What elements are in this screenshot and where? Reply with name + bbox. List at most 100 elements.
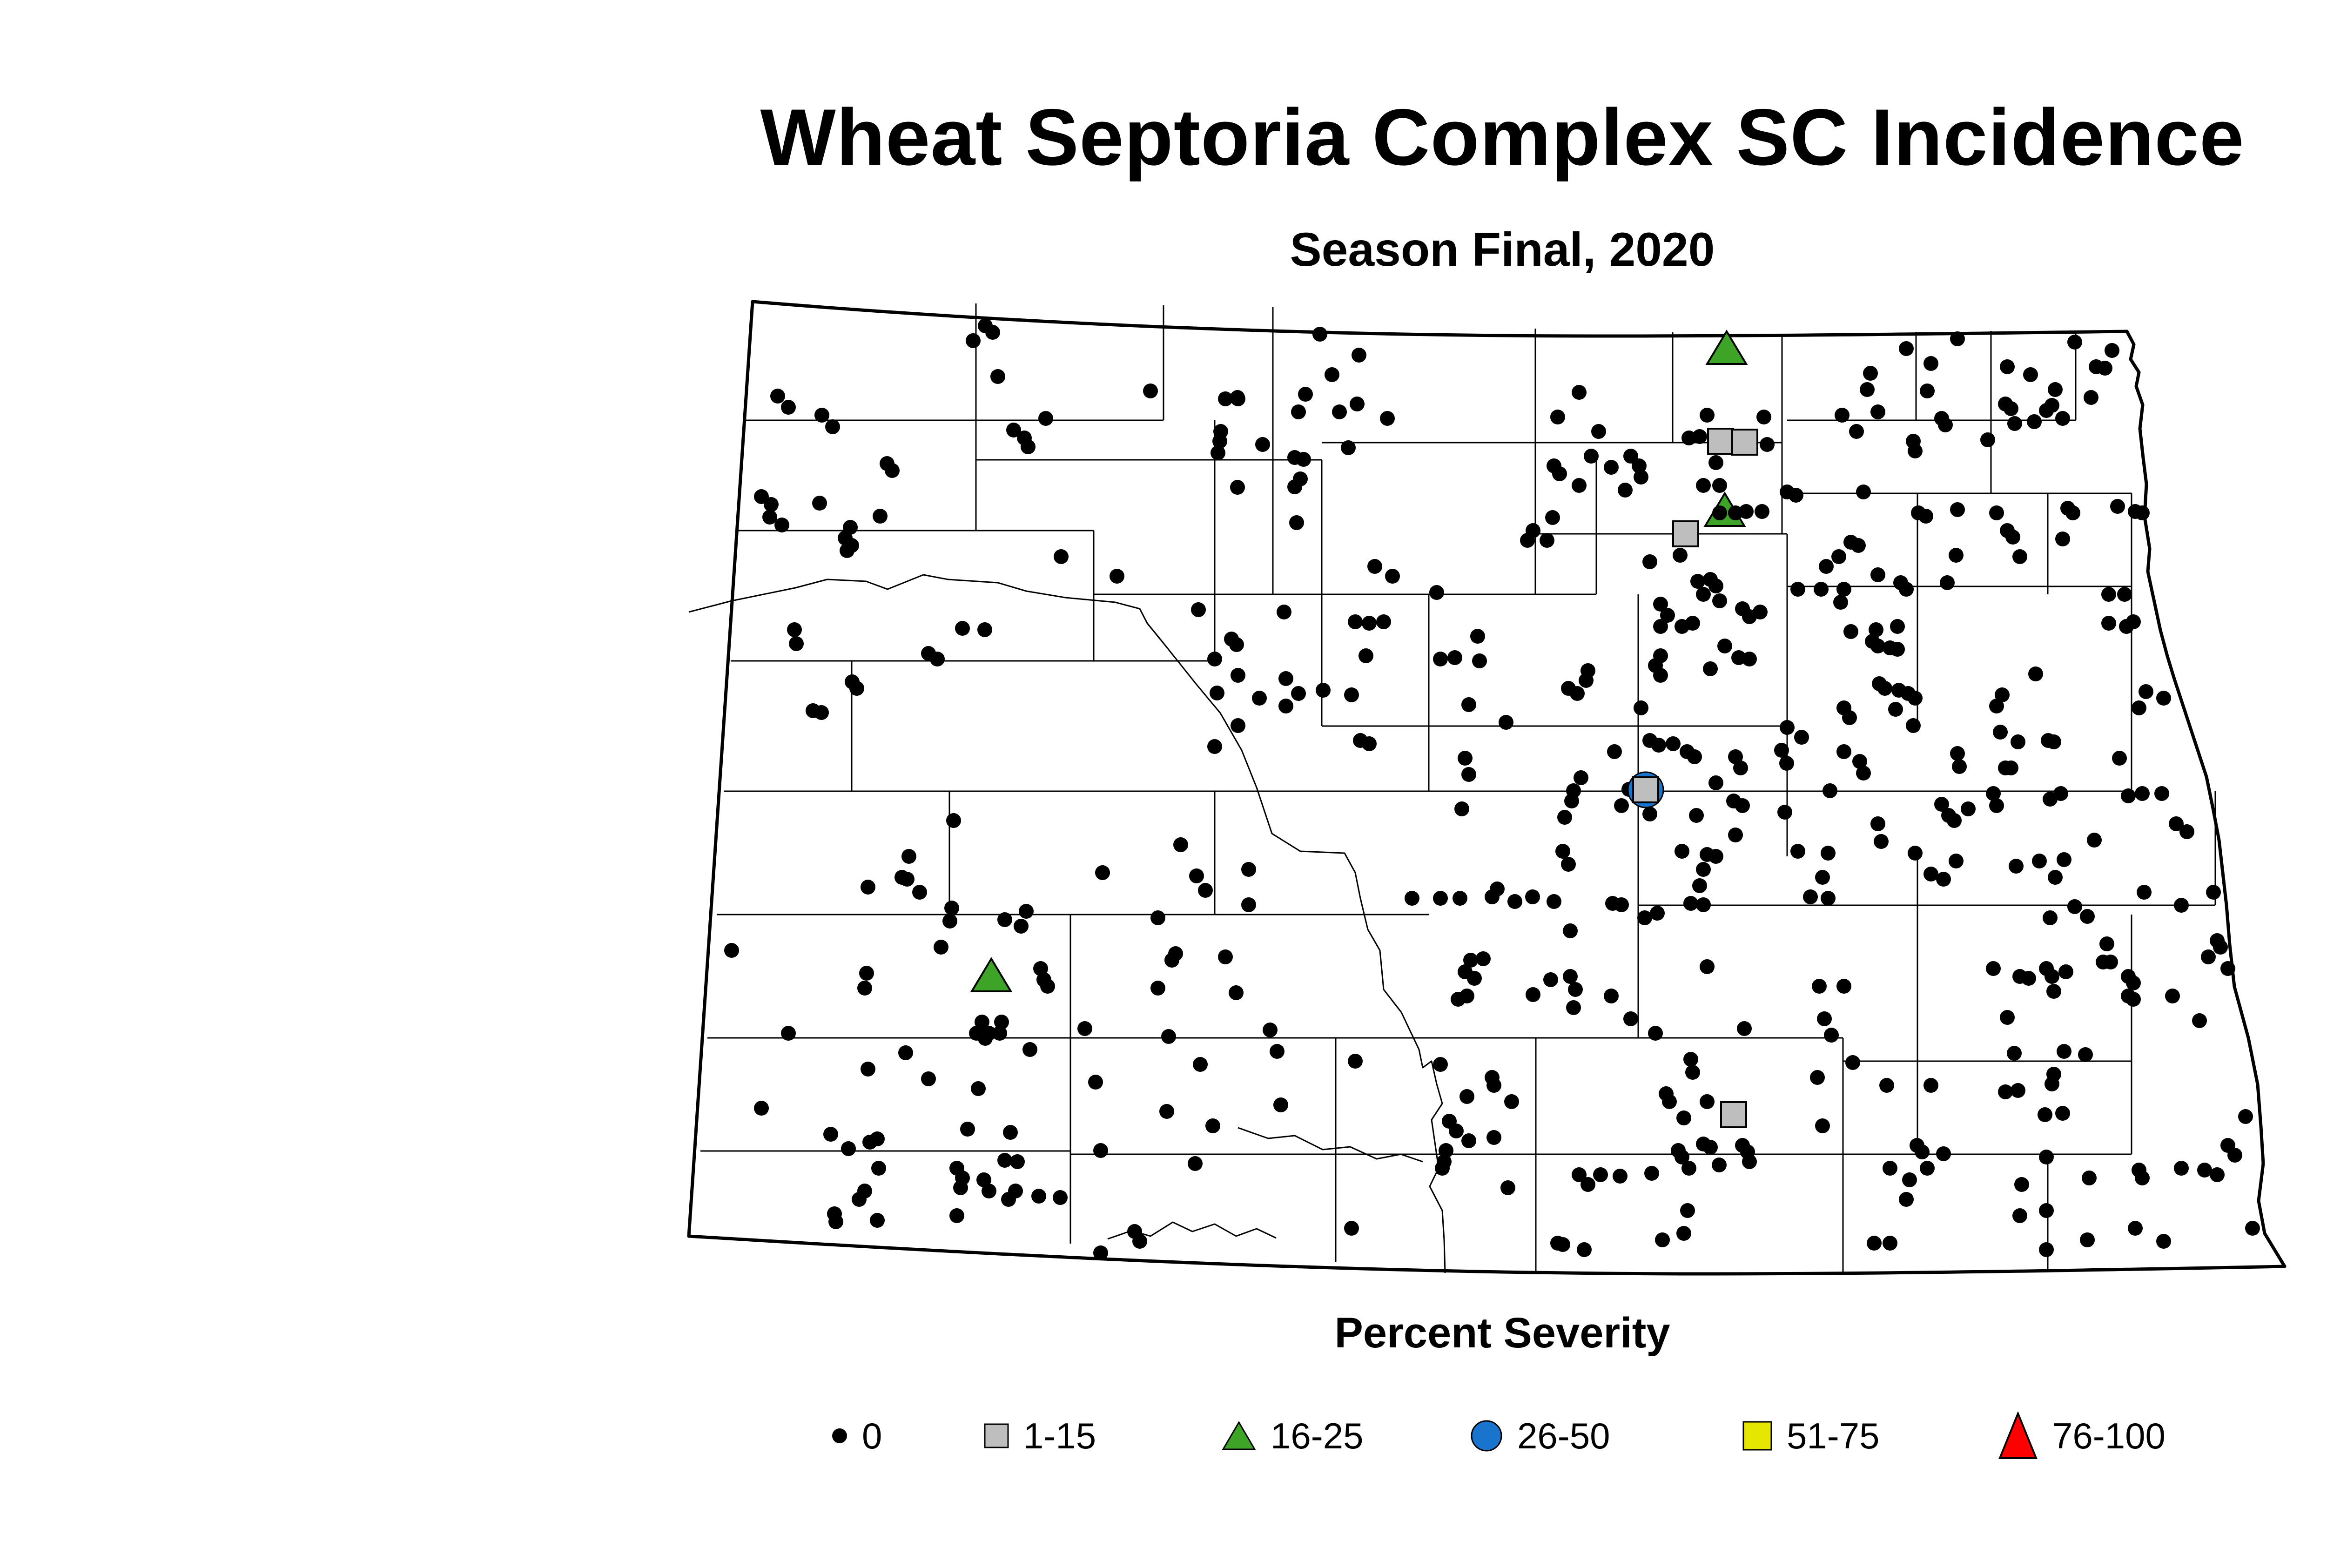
map-dot-0 xyxy=(2004,760,2018,775)
map-dot-0 xyxy=(2087,833,2102,848)
map-dot-0 xyxy=(1476,951,1491,966)
map-dot-0 xyxy=(949,1208,964,1223)
map-dot-0 xyxy=(2012,549,2027,564)
map-dot-0 xyxy=(2067,335,2082,350)
map-dot-0 xyxy=(1728,828,1743,842)
map-dot-0 xyxy=(1580,1177,1595,1192)
map-dot-0 xyxy=(1273,1097,1288,1112)
map-dot-0 xyxy=(1815,870,1830,885)
map-dot-0 xyxy=(900,872,915,887)
map-dot-0 xyxy=(1824,1028,1839,1043)
map-dot-0 xyxy=(994,1015,1009,1030)
map-dot-0 xyxy=(1660,608,1675,623)
map-dot-0 xyxy=(781,400,796,415)
map-dot-0 xyxy=(1908,691,1923,706)
map-dot-0 xyxy=(1644,1166,1659,1181)
map-dot-0 xyxy=(724,943,739,958)
map-dot-0 xyxy=(1229,985,1244,1000)
map-dot-0 xyxy=(1593,1167,1608,1182)
map-dot-0 xyxy=(1692,878,1707,893)
map-dot-0 xyxy=(1632,458,1647,473)
map-dot-0 xyxy=(2179,824,2194,839)
map-dot-0 xyxy=(1019,904,1034,919)
map-dot-0 xyxy=(1545,510,1560,525)
map-dot-0 xyxy=(1614,897,1629,912)
map-dot-0 xyxy=(1870,567,1885,582)
map-dot-0 xyxy=(857,981,872,996)
map-dot-0 xyxy=(1031,1189,1046,1204)
map-dot-0 xyxy=(1229,637,1244,652)
map-dot-0 xyxy=(1986,961,2001,976)
map-dot-0 xyxy=(1683,1052,1698,1067)
map-dot-0 xyxy=(1572,1167,1587,1182)
legend-title: Percent Severity xyxy=(1334,1309,1670,1357)
map-dot-0 xyxy=(1577,1242,1592,1257)
map-dot-0 xyxy=(849,681,864,696)
map-dot-0 xyxy=(2058,964,2073,979)
map-dot-0 xyxy=(2128,1221,2143,1236)
map-dot-0 xyxy=(1810,1070,1825,1085)
map-dot-0 xyxy=(2078,1047,2093,1062)
map-dot-0 xyxy=(1453,891,1467,906)
map-dot-0 xyxy=(1753,605,1768,619)
map-dot-0 xyxy=(1774,743,1789,758)
map-dot-0 xyxy=(1950,746,1965,761)
map-dot-0 xyxy=(1555,1237,1570,1252)
map-dot-0 xyxy=(1580,663,1595,678)
map-dot-0 xyxy=(1433,891,1448,906)
map-dot-0 xyxy=(1561,857,1576,872)
map-dot-0 xyxy=(1312,327,1327,342)
map-dot-0 xyxy=(1634,700,1648,715)
map-dot-0 xyxy=(2045,969,2059,984)
map-dot-0 xyxy=(2084,390,2098,405)
map-dot-0 xyxy=(840,543,854,558)
map-dot-0 xyxy=(1270,1044,1285,1059)
legend-label-76-100: 76-100 xyxy=(2052,1415,2166,1456)
map-dot-0 xyxy=(2132,700,2146,715)
map-dot-0 xyxy=(1021,439,1036,454)
map-dot-0 xyxy=(1700,959,1715,974)
map-dot-0 xyxy=(825,419,840,434)
map-dot-0 xyxy=(1890,642,1905,657)
map-dot-0 xyxy=(1637,910,1652,925)
map-dot-0 xyxy=(1093,1245,1108,1260)
map-dot-0 xyxy=(1870,404,1885,419)
map-dot-0 xyxy=(2005,530,2020,545)
map-dot-0 xyxy=(1870,639,1885,653)
map-dot-0 xyxy=(1923,867,1938,882)
map-dot-0 xyxy=(1823,783,1837,798)
map-dot-0 xyxy=(1525,889,1540,904)
map-dot-0 xyxy=(1902,1172,1917,1187)
map-dot-0 xyxy=(1870,816,1885,831)
map-dot-0 xyxy=(2126,614,2141,629)
map-dot-0 xyxy=(1212,434,1227,449)
map-dot-0 xyxy=(1845,1055,1860,1070)
map-dot-0 xyxy=(2004,401,2018,416)
map-dot-0 xyxy=(1461,767,1476,782)
map-dot-0 xyxy=(2039,1203,2054,1218)
map-dot-0 xyxy=(1033,961,1048,976)
map-dot-0 xyxy=(1739,504,1754,519)
map-dot-0 xyxy=(1780,720,1795,735)
map-dot-0 xyxy=(1685,616,1700,631)
legend-item-26-50: 26-50 xyxy=(1470,1396,1610,1475)
map-dot-0 xyxy=(978,318,993,333)
map-dot-0 xyxy=(764,497,779,512)
map-dot-0 xyxy=(1006,423,1021,437)
map-dot-0 xyxy=(1755,504,1769,519)
map-dot-0 xyxy=(976,1172,991,1187)
map-dot-0 xyxy=(2201,949,2216,964)
map-dot-0 xyxy=(1014,919,1029,934)
map-dot-0 xyxy=(1860,382,1875,397)
map-dot-0 xyxy=(1486,1078,1501,1093)
map-dot-0 xyxy=(1790,582,1805,597)
map-dot-0 xyxy=(1642,554,1657,569)
legend-item-76-100: 76-100 xyxy=(1997,1396,2166,1475)
map-dot-0 xyxy=(1566,1000,1581,1015)
map-dot-0 xyxy=(1161,1029,1176,1044)
map-dot-0 xyxy=(1467,971,1482,986)
map-dot-0 xyxy=(1675,844,1689,859)
map-dot-0 xyxy=(1449,1124,1464,1138)
map-dot-0 xyxy=(1696,587,1711,602)
map-dot-0 xyxy=(1874,834,1889,849)
